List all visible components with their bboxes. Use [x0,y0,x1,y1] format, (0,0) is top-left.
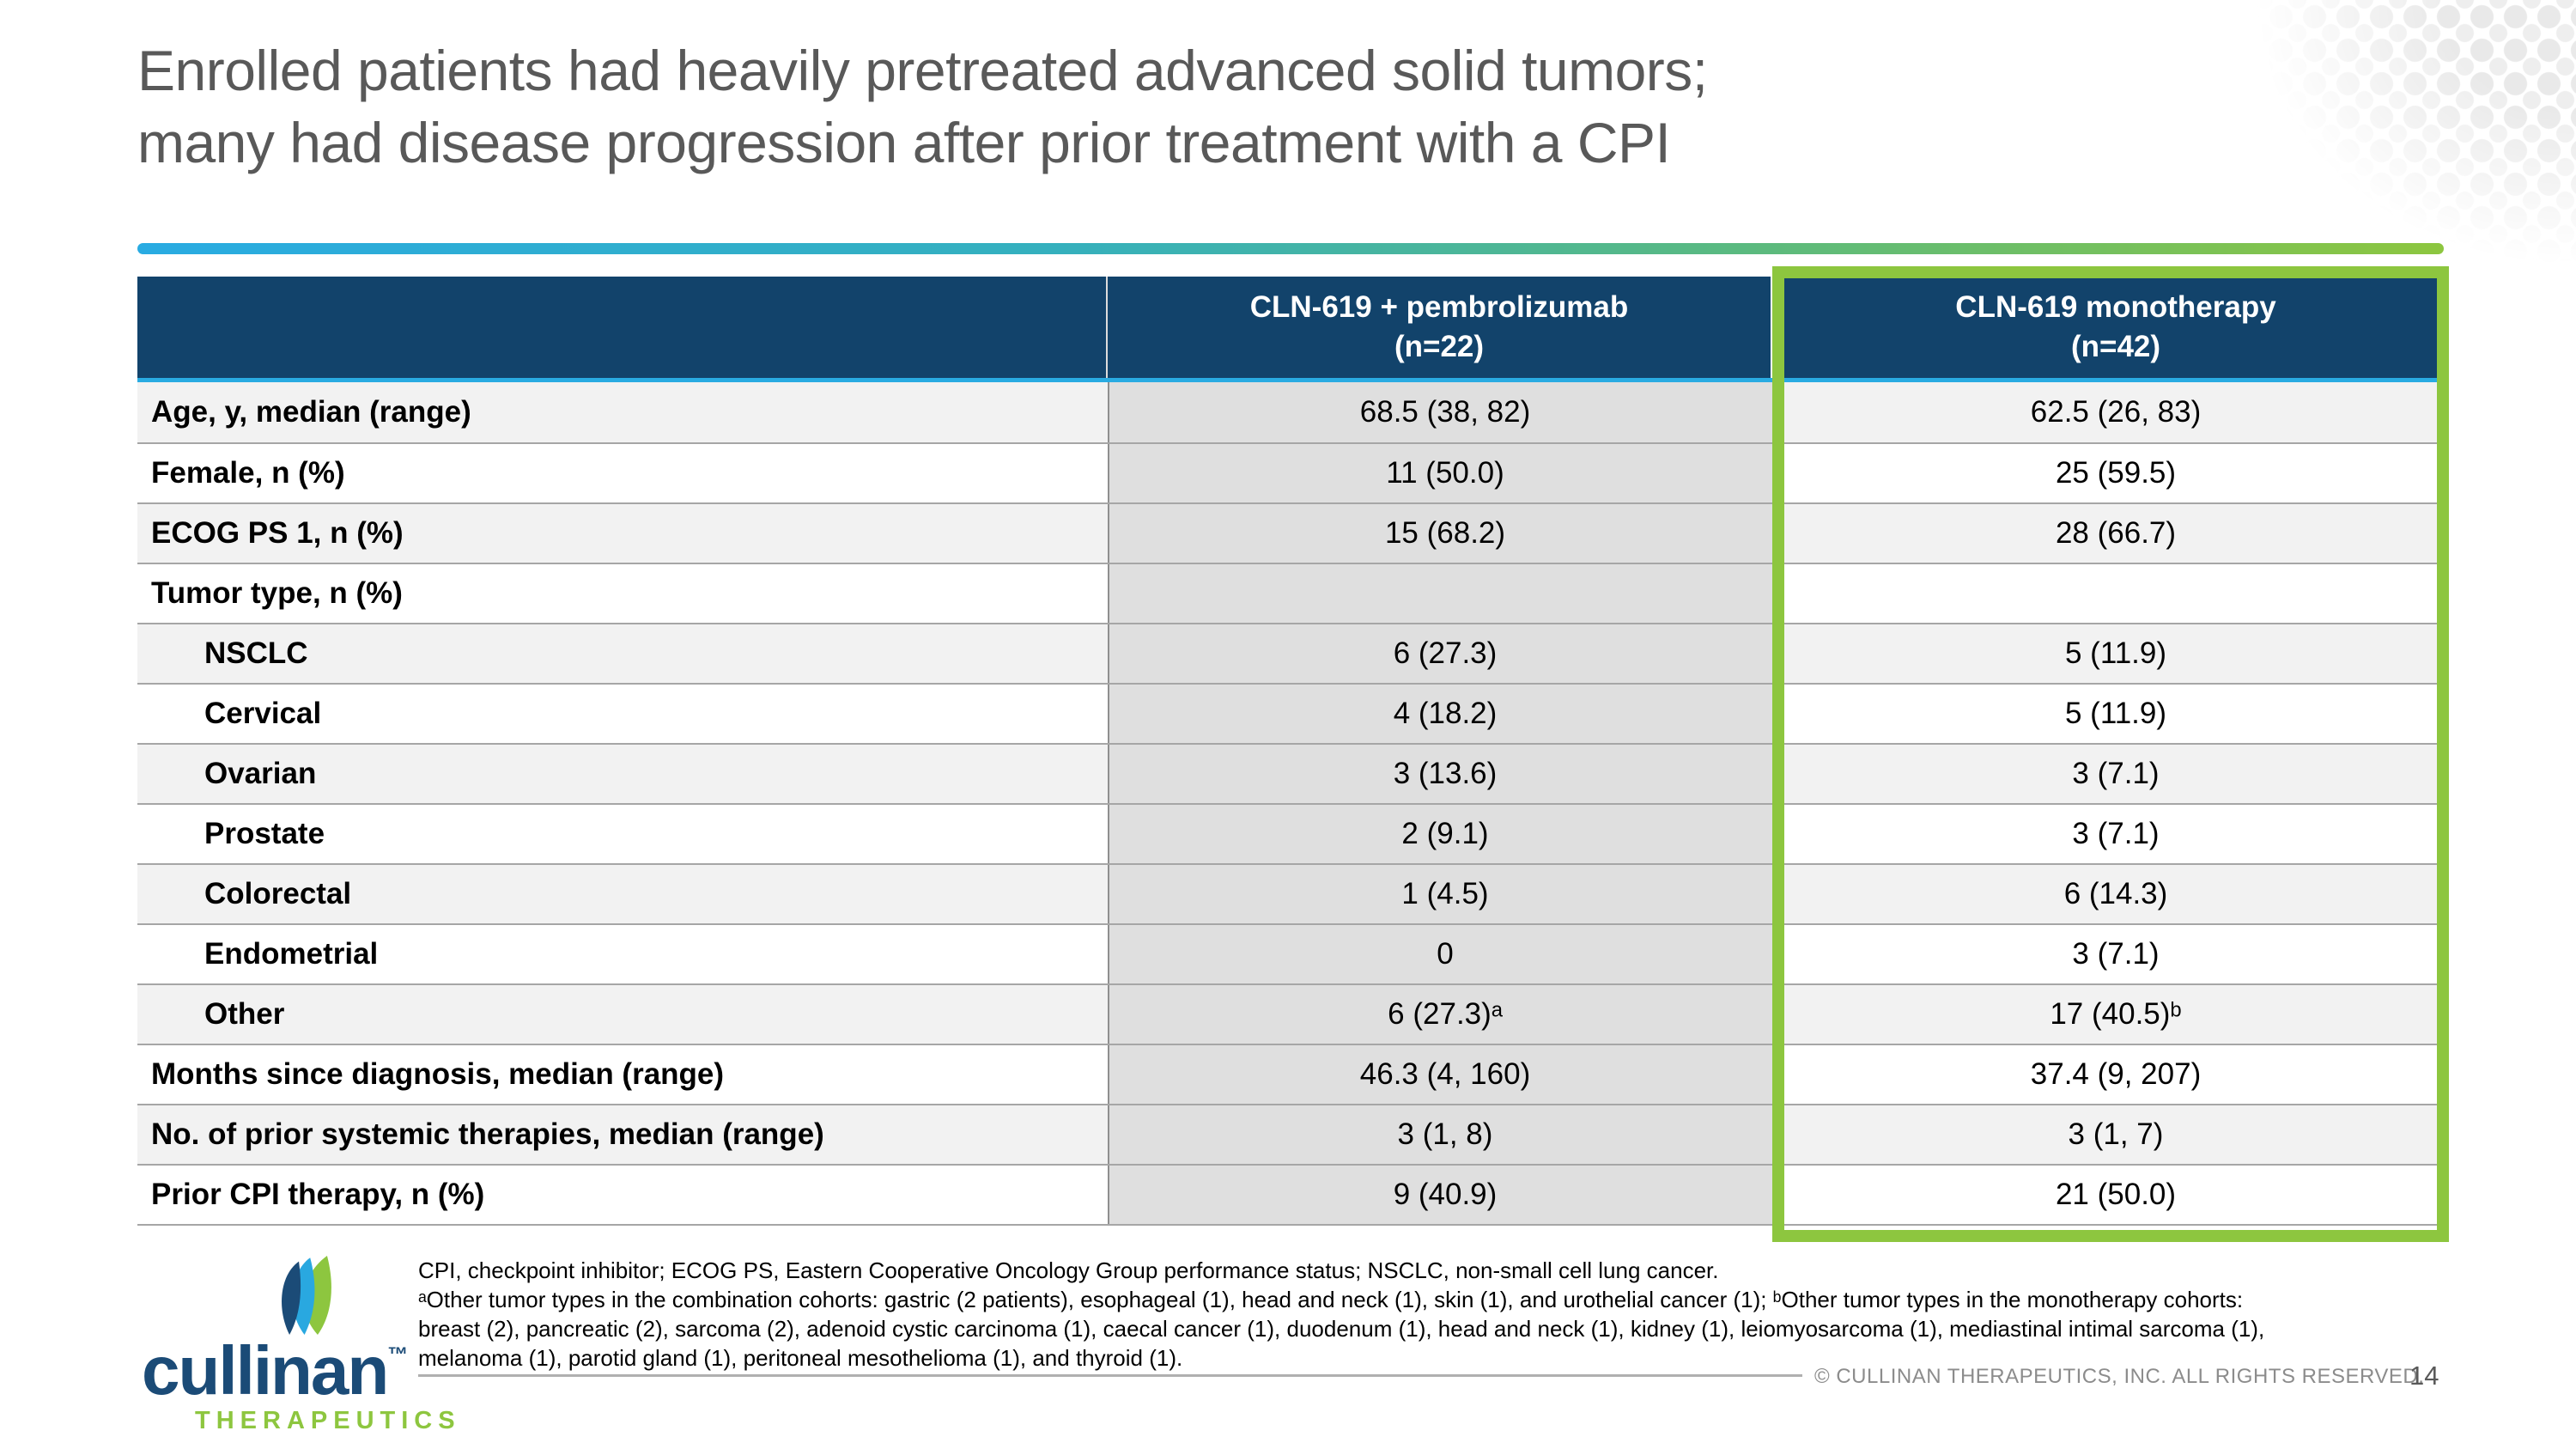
mono-value-cell: 5 (11.9) [1783,685,2449,743]
row-label-cell: Female, n (%) [137,444,1108,502]
mono-value-cell: 25 (59.5) [1783,444,2449,502]
table-row: Tumor type, n (%) [137,563,2449,623]
logo-subtitle: THERAPEUTICS [195,1407,461,1434]
header-combo-cell: CLN-619 + pembrolizumab (n=22) [1108,277,1783,378]
row-label-cell: Prior CPI therapy, n (%) [137,1166,1108,1224]
mono-value-cell [1783,564,2449,623]
table-row: Prostate 2 (9.1) 3 (7.1) [137,803,2449,863]
combo-value-cell: 6 (27.3)ᵃ [1108,985,1783,1044]
header-empty-cell [137,277,1108,378]
title-line-2: many had disease progression after prior… [137,111,1671,174]
combo-value-cell: 2 (9.1) [1108,805,1783,863]
row-label-cell: Tumor type, n (%) [137,564,1108,623]
table-row: Age, y, median (range) 68.5 (38, 82) 62.… [137,382,2449,442]
header-combo-line2: (n=22) [1394,330,1485,363]
row-label-cell: ECOG PS 1, n (%) [137,504,1108,563]
combo-value-cell: 0 [1108,925,1783,983]
table-row: NSCLC 6 (27.3) 5 (11.9) [137,623,2449,683]
mono-value-cell: 37.4 (9, 207) [1783,1045,2449,1104]
footnote-line: melanoma (1), parotid gland (1), periton… [418,1345,1183,1371]
mono-value-cell: 21 (50.0) [1783,1166,2449,1224]
row-label-cell: Other [137,985,1108,1044]
mono-value-cell: 6 (14.3) [1783,865,2449,923]
combo-value-cell: 11 (50.0) [1108,444,1783,502]
table-row: Ovarian 3 (13.6) 3 (7.1) [137,743,2449,803]
combo-value-cell: 9 (40.9) [1108,1166,1783,1224]
table-row: Months since diagnosis, median (range) 4… [137,1044,2449,1104]
combo-value-cell: 46.3 (4, 160) [1108,1045,1783,1104]
combo-value-cell [1108,564,1783,623]
row-label-cell: Ovarian [137,745,1108,803]
logo-trademark: ™ [387,1343,409,1367]
table-row: Colorectal 1 (4.5) 6 (14.3) [137,863,2449,923]
row-label-cell: Months since diagnosis, median (range) [137,1045,1108,1104]
mono-value-cell: 28 (66.7) [1783,504,2449,563]
row-label-cell: Age, y, median (range) [137,382,1108,442]
mono-value-cell: 3 (1, 7) [1783,1105,2449,1164]
combo-value-cell: 6 (27.3) [1108,624,1783,683]
footnotes: CPI, checkpoint inhibitor; ECOG PS, East… [418,1256,2264,1373]
combo-value-cell: 68.5 (38, 82) [1108,382,1783,442]
title-underline-gradient [137,243,2444,254]
page-number: 14 [2409,1361,2439,1391]
logo-word-text: cullinan [142,1332,389,1409]
mono-value-cell: 3 (7.1) [1783,925,2449,983]
header-mono-line2: (n=42) [2070,330,2161,363]
footnote-line: CPI, checkpoint inhibitor; ECOG PS, East… [418,1257,1719,1283]
footer-divider-line [418,1374,1802,1377]
table-row: Female, n (%) 11 (50.0) 25 (59.5) [137,442,2449,502]
mono-value-cell: 17 (40.5)ᵇ [1783,985,2449,1044]
footnote-line: ᵃOther tumor types in the combination co… [418,1287,2244,1312]
row-label-cell: Endometrial [137,925,1108,983]
table-row: Other 6 (27.3)ᵃ 17 (40.5)ᵇ [137,983,2449,1044]
logo-leaves-icon [282,1256,331,1335]
footnote-line: breast (2), pancreatic (2), sarcoma (2),… [418,1316,2265,1342]
combo-value-cell: 4 (18.2) [1108,685,1783,743]
combo-value-cell: 3 (1, 8) [1108,1105,1783,1164]
cullinan-logo: cullinan™ THERAPEUTICS [142,1256,461,1435]
mono-value-cell: 3 (7.1) [1783,805,2449,863]
patient-characteristics-table: CLN-619 + pembrolizumab (n=22) CLN-619 m… [137,277,2449,1226]
mono-value-cell: 3 (7.1) [1783,745,2449,803]
mono-value-cell: 62.5 (26, 83) [1783,382,2449,442]
table-row: Endometrial 0 3 (7.1) [137,923,2449,983]
table-body: Age, y, median (range) 68.5 (38, 82) 62.… [137,382,2449,1226]
logo-wordmark: cullinan™ [142,1323,451,1405]
row-label-cell: NSCLC [137,624,1108,683]
table-row: No. of prior systemic therapies, median … [137,1104,2449,1164]
row-label-cell: Prostate [137,805,1108,863]
table-row: ECOG PS 1, n (%) 15 (68.2) 28 (66.7) [137,502,2449,563]
table-header-row: CLN-619 + pembrolizumab (n=22) CLN-619 m… [137,277,2449,382]
row-label-cell: Cervical [137,685,1108,743]
header-mono-line1: CLN-619 monotherapy [1955,290,2276,324]
title-line-1: Enrolled patients had heavily pretreated… [137,39,1708,102]
combo-value-cell: 3 (13.6) [1108,745,1783,803]
table-row: Cervical 4 (18.2) 5 (11.9) [137,683,2449,743]
row-label-cell: No. of prior systemic therapies, median … [137,1105,1108,1164]
combo-value-cell: 1 (4.5) [1108,865,1783,923]
row-label-cell: Colorectal [137,865,1108,923]
header-combo-line1: CLN-619 + pembrolizumab [1249,290,1629,324]
combo-value-cell: 15 (68.2) [1108,504,1783,563]
mono-value-cell: 5 (11.9) [1783,624,2449,683]
header-mono-cell: CLN-619 monotherapy (n=42) [1783,277,2449,378]
page-title: Enrolled patients had heavily pretreated… [137,34,1708,179]
copyright-text: © CULLINAN THERAPEUTICS, INC. ALL RIGHTS… [1814,1365,2425,1388]
table-row: Prior CPI therapy, n (%) 9 (40.9) 21 (50… [137,1164,2449,1224]
